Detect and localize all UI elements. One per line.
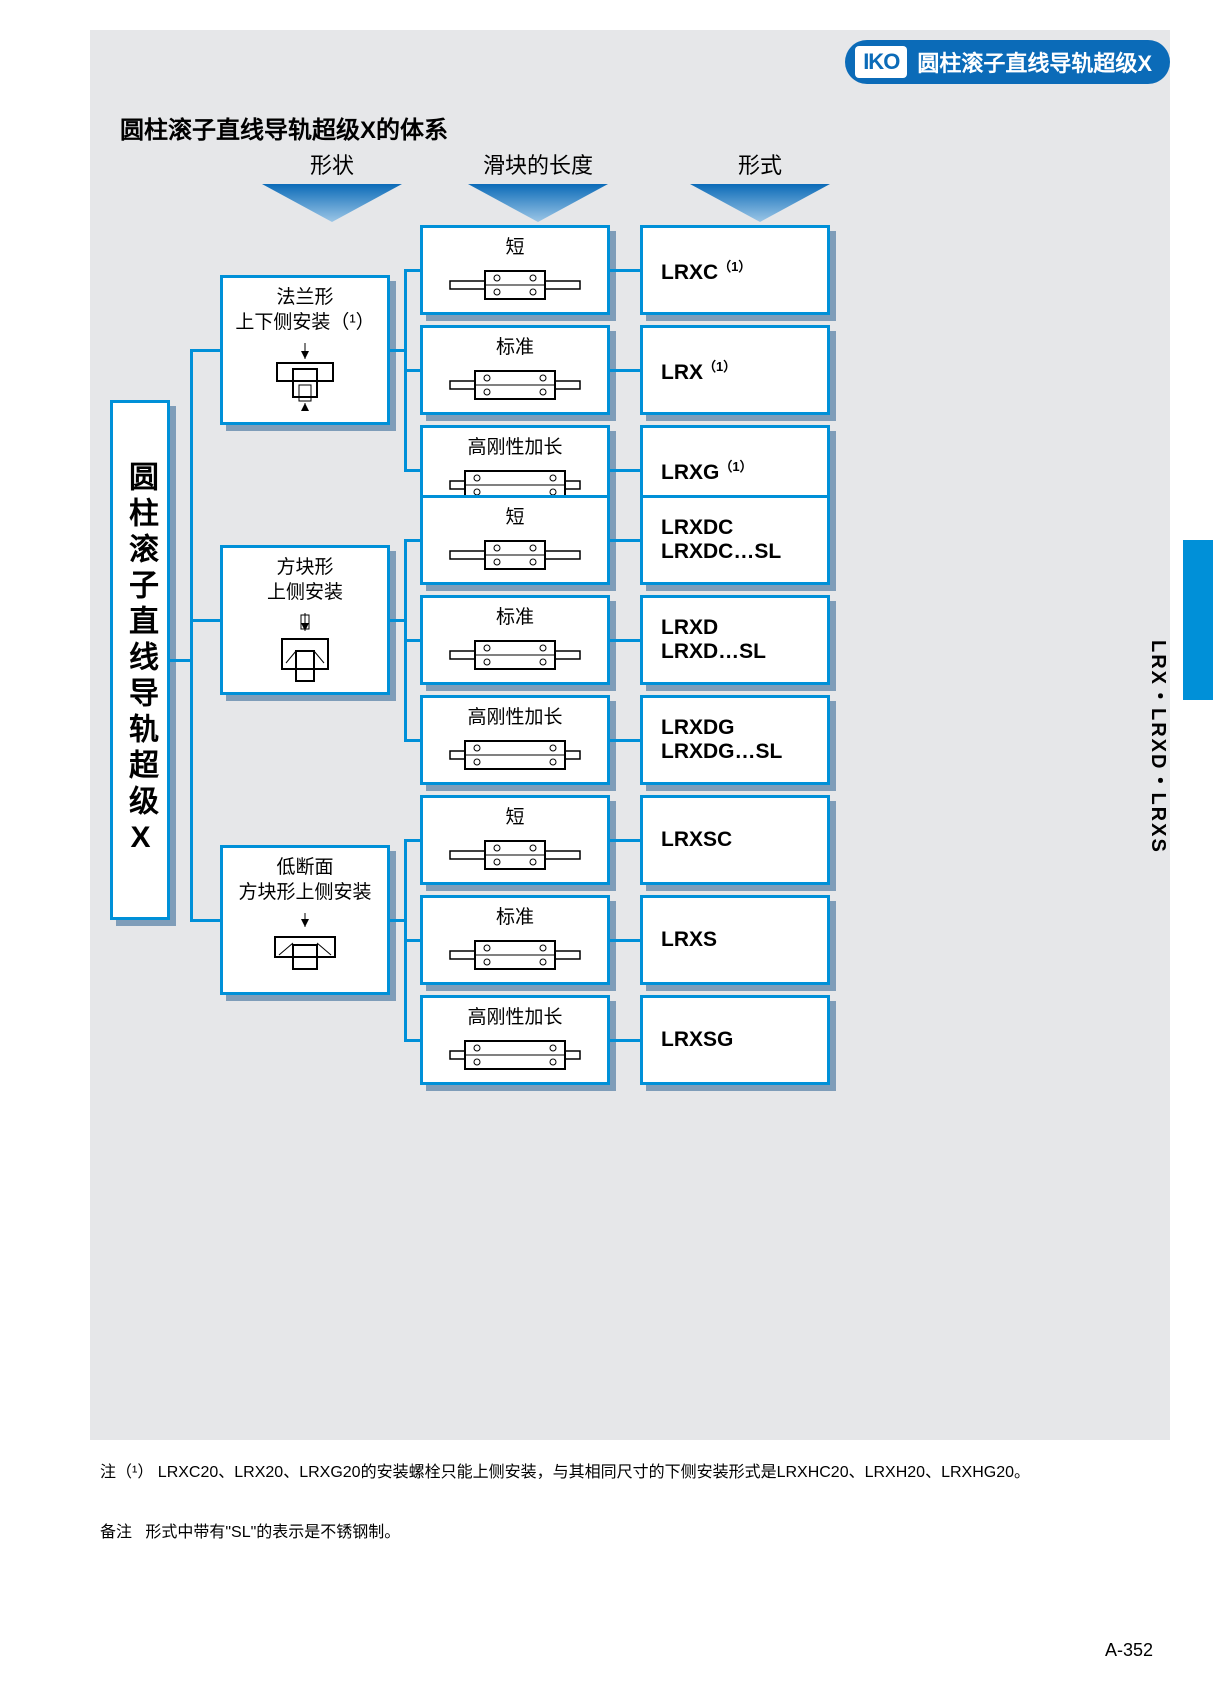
connector [610, 269, 640, 272]
connector [390, 349, 404, 352]
connector [404, 269, 420, 272]
connector [610, 1039, 640, 1042]
length-node: 短 [420, 495, 610, 585]
connector [610, 739, 640, 742]
type-node: LRXC（1） [640, 225, 830, 315]
connector [404, 839, 420, 842]
length-node: 短 [420, 795, 610, 885]
connector [190, 349, 220, 352]
connector [404, 1039, 420, 1042]
connector [170, 659, 190, 662]
type-node: LRXDGLRXDG…SL [640, 695, 830, 785]
connector [610, 639, 640, 642]
connector [404, 939, 420, 942]
page-number: A-352 [1105, 1640, 1153, 1661]
side-label: LRX・LRXD・LRXS [1144, 640, 1173, 854]
type-node: LRXSC [640, 795, 830, 885]
shape-node: 低断面方块形上侧安装 [220, 845, 390, 995]
connector [610, 939, 640, 942]
length-node: 标准 [420, 325, 610, 415]
shape-node: 方块形上侧安装 [220, 545, 390, 695]
connector [610, 469, 640, 472]
type-node: LRXS [640, 895, 830, 985]
connector [404, 469, 420, 472]
length-node: 高刚性加长 [420, 695, 610, 785]
connector [404, 639, 420, 642]
logo: IKO [855, 46, 907, 78]
root-node: 圆柱滚子直线导轨超级X [110, 400, 170, 920]
connector [404, 739, 420, 742]
length-node: 高刚性加长 [420, 995, 610, 1085]
footnote-1: 注（¹） LRXC20、LRX20、LRXG20的安装螺栓只能上侧安装，与其相同… [100, 1460, 1080, 1486]
connector [610, 839, 640, 842]
connector [390, 919, 404, 922]
header-pill: IKO 圆柱滚子直线导轨超级X [845, 40, 1170, 84]
length-node: 标准 [420, 595, 610, 685]
header-title: 圆柱滚子直线导轨超级X [917, 46, 1152, 78]
footnote-2: 备注 形式中带有"SL"的表示是不锈钢制。 [100, 1520, 1080, 1546]
type-node: LRXDLRXD…SL [640, 595, 830, 685]
type-node: LRXSG [640, 995, 830, 1085]
length-node: 短 [420, 225, 610, 315]
connector [610, 369, 640, 372]
connector [190, 919, 220, 922]
connector [190, 350, 193, 920]
connector [190, 619, 220, 622]
connector [390, 619, 404, 622]
type-node: LRX（1） [640, 325, 830, 415]
length-node: 标准 [420, 895, 610, 985]
col-header-type: 形式 [690, 148, 830, 222]
col-header-length: 滑块的长度 [468, 148, 608, 222]
col-header-shape: 形状 [262, 148, 402, 222]
shape-node: 法兰形上下侧安装（¹） [220, 275, 390, 425]
side-tab [1183, 540, 1213, 700]
connector [404, 539, 420, 542]
type-node: LRXDCLRXDC…SL [640, 495, 830, 585]
diagram-title: 圆柱滚子直线导轨超级X的体系 [120, 110, 448, 145]
connector [610, 539, 640, 542]
gray-panel [90, 30, 1170, 1440]
connector [404, 369, 420, 372]
